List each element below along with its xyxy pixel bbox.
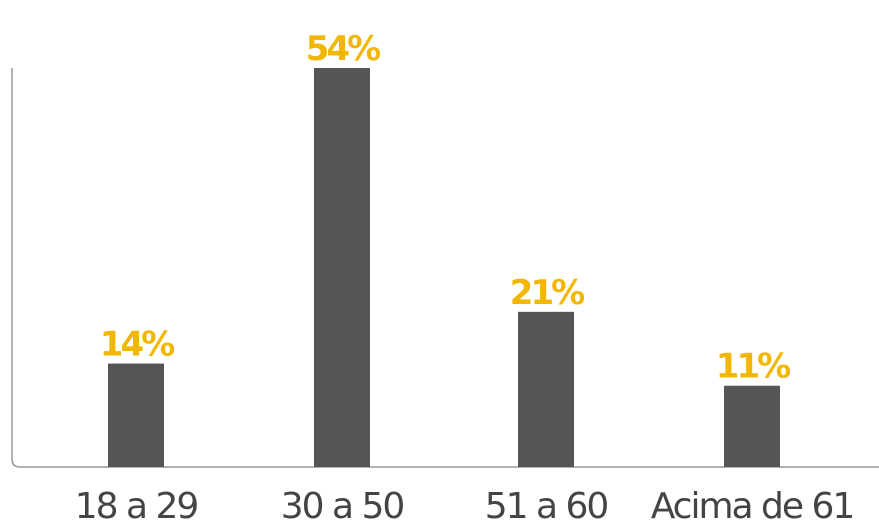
value-label-2: 54% xyxy=(306,29,380,69)
value-labels: 14% 54% 21% 11% xyxy=(100,29,793,387)
category-label-1: 18 a 29 xyxy=(75,486,198,527)
category-label-4: Acima de 61 xyxy=(651,486,854,527)
bar-1 xyxy=(108,363,164,467)
bars xyxy=(108,68,780,467)
value-label-4: 11% xyxy=(716,347,790,387)
axis-corner xyxy=(11,458,21,468)
bar-4 xyxy=(724,385,780,467)
bar-2 xyxy=(314,68,370,467)
value-label-3: 21% xyxy=(510,273,584,313)
value-label-1: 14% xyxy=(100,325,174,365)
category-label-3: 51 a 60 xyxy=(485,486,608,527)
category-labels: 18 a 29 30 a 50 51 a 60 Acima de 61 xyxy=(75,486,856,527)
bar-3 xyxy=(518,311,574,467)
category-label-2: 30 a 50 xyxy=(281,486,404,527)
